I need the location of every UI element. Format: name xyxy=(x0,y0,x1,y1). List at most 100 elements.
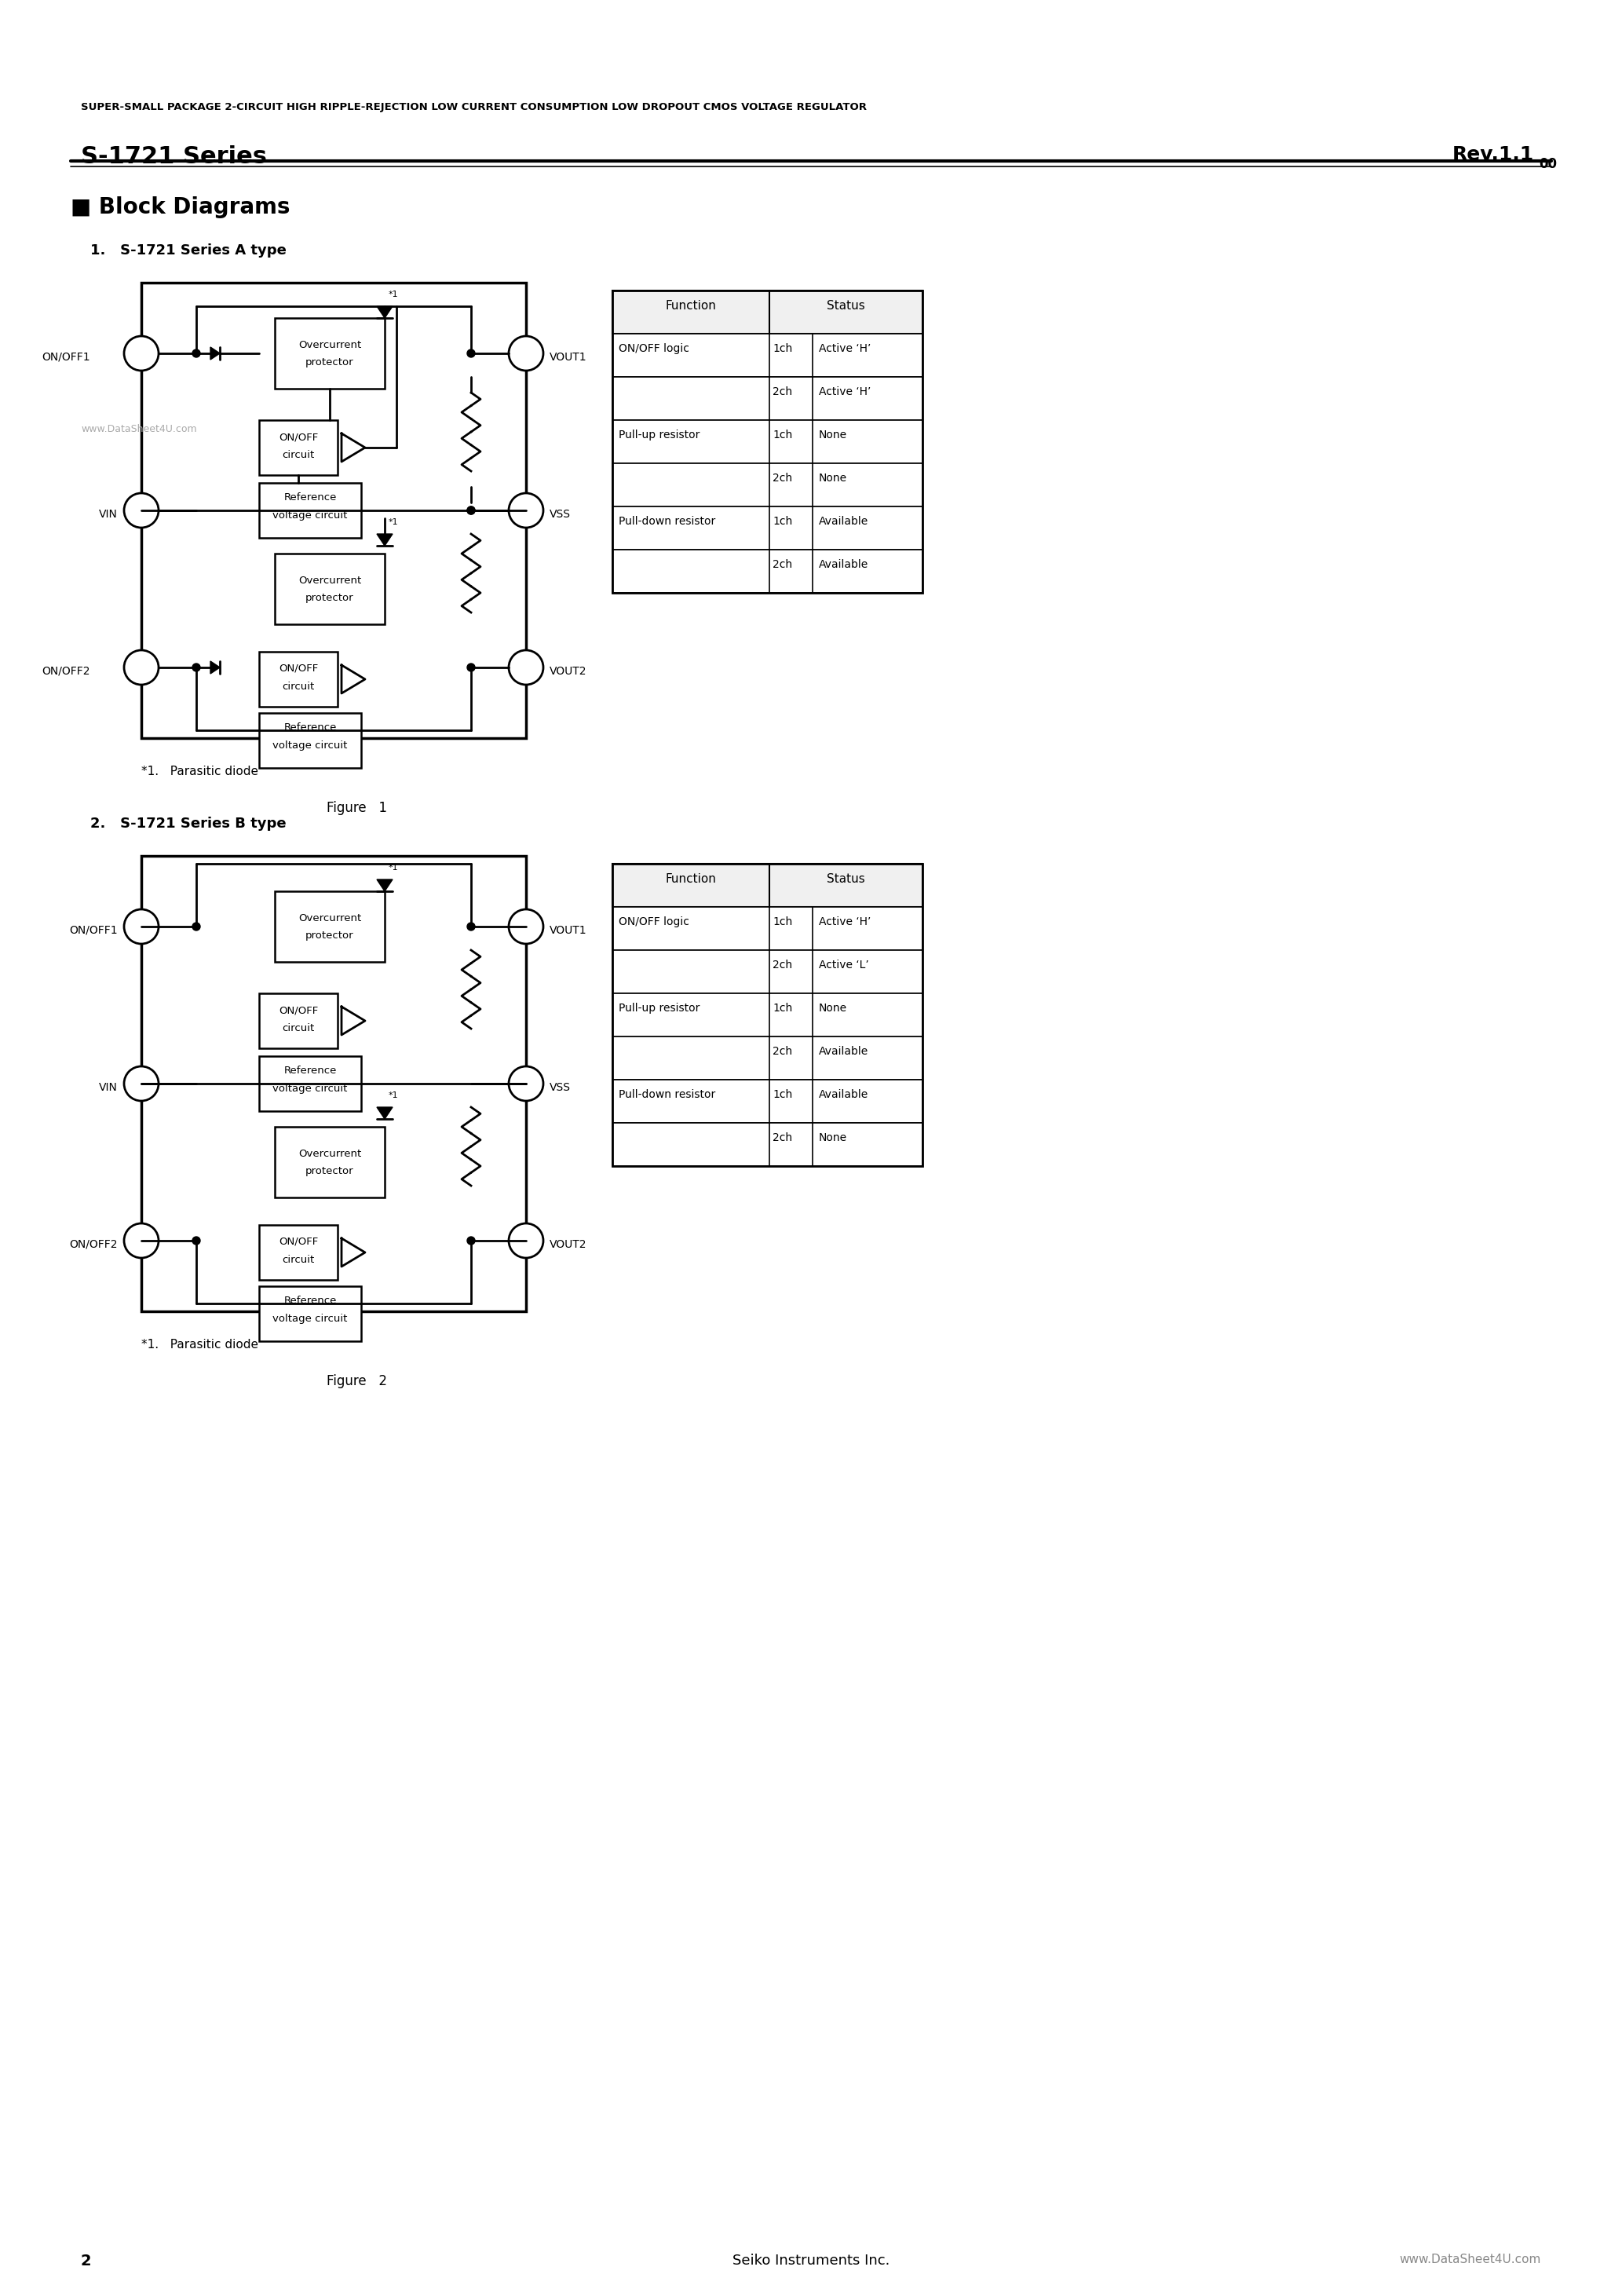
Text: 1ch: 1ch xyxy=(772,1088,793,1100)
Bar xyxy=(274,553,384,625)
Text: VOUT1: VOUT1 xyxy=(550,351,587,363)
Bar xyxy=(613,292,923,333)
Circle shape xyxy=(193,1238,200,1244)
Circle shape xyxy=(467,507,475,514)
Text: 2ch: 2ch xyxy=(772,1047,792,1056)
Text: Pull-up resistor: Pull-up resistor xyxy=(618,1003,699,1015)
Text: protector: protector xyxy=(305,358,354,367)
Text: protector: protector xyxy=(305,592,354,604)
Text: Overcurrent: Overcurrent xyxy=(298,1148,362,1159)
Text: Reference: Reference xyxy=(284,723,336,732)
Text: Seiko Instruments Inc.: Seiko Instruments Inc. xyxy=(733,2255,889,2268)
Polygon shape xyxy=(376,1107,393,1118)
Bar xyxy=(613,863,923,907)
Circle shape xyxy=(467,1238,475,1244)
Text: 1ch: 1ch xyxy=(772,429,793,441)
Text: None: None xyxy=(819,1132,847,1143)
Bar xyxy=(613,292,923,592)
Text: *1: *1 xyxy=(389,519,399,526)
Polygon shape xyxy=(211,661,221,673)
Bar xyxy=(613,549,923,592)
Text: None: None xyxy=(819,429,847,441)
Bar xyxy=(613,863,923,1166)
Text: Status: Status xyxy=(826,301,865,312)
Text: Active ‘L’: Active ‘L’ xyxy=(819,960,869,971)
Text: ■ Block Diagrams: ■ Block Diagrams xyxy=(71,195,290,218)
Text: Available: Available xyxy=(819,560,868,569)
Bar xyxy=(613,507,923,549)
Circle shape xyxy=(193,349,200,358)
Bar xyxy=(613,333,923,377)
Text: VSS: VSS xyxy=(550,1081,571,1093)
Circle shape xyxy=(509,909,543,944)
Text: Overcurrent: Overcurrent xyxy=(298,914,362,923)
Text: ON/OFF logic: ON/OFF logic xyxy=(618,916,689,928)
Circle shape xyxy=(467,923,475,930)
Text: VOUT2: VOUT2 xyxy=(550,666,587,677)
Text: None: None xyxy=(819,473,847,484)
Text: 2ch: 2ch xyxy=(772,1132,792,1143)
Text: Available: Available xyxy=(819,1047,868,1056)
Text: VOUT2: VOUT2 xyxy=(550,1240,587,1249)
Text: Active ‘H’: Active ‘H’ xyxy=(819,386,871,397)
Text: 2.   S-1721 Series B type: 2. S-1721 Series B type xyxy=(91,817,285,831)
Text: 1ch: 1ch xyxy=(772,1003,793,1015)
Text: *1: *1 xyxy=(389,292,399,298)
Bar xyxy=(260,994,337,1049)
Text: ON/OFF2: ON/OFF2 xyxy=(70,1240,118,1249)
Text: Overcurrent: Overcurrent xyxy=(298,576,362,585)
Circle shape xyxy=(123,494,159,528)
Text: circuit: circuit xyxy=(282,450,315,459)
Polygon shape xyxy=(211,347,221,360)
Text: *1: *1 xyxy=(389,1091,399,1100)
Text: circuit: circuit xyxy=(282,1256,315,1265)
Circle shape xyxy=(509,650,543,684)
Text: voltage circuit: voltage circuit xyxy=(272,510,347,521)
Text: ON/OFF: ON/OFF xyxy=(279,432,318,443)
Text: 1.   S-1721 Series A type: 1. S-1721 Series A type xyxy=(91,243,287,257)
Bar xyxy=(260,652,337,707)
Text: 2ch: 2ch xyxy=(772,386,792,397)
Bar xyxy=(613,994,923,1035)
Bar xyxy=(260,420,337,475)
Text: 2ch: 2ch xyxy=(772,560,792,569)
Circle shape xyxy=(467,349,475,358)
Circle shape xyxy=(509,494,543,528)
Text: 1ch: 1ch xyxy=(772,342,793,354)
Text: Available: Available xyxy=(819,517,868,526)
Text: 00: 00 xyxy=(1539,156,1557,172)
Bar xyxy=(613,1035,923,1079)
Text: *1: *1 xyxy=(389,863,399,872)
Text: *1.   Parasitic diode: *1. Parasitic diode xyxy=(141,1339,258,1350)
Text: Overcurrent: Overcurrent xyxy=(298,340,362,351)
Text: Pull-up resistor: Pull-up resistor xyxy=(618,429,699,441)
Text: ON/OFF logic: ON/OFF logic xyxy=(618,342,689,354)
Bar xyxy=(613,1079,923,1123)
Text: protector: protector xyxy=(305,1166,354,1176)
Bar xyxy=(613,951,923,994)
Bar xyxy=(141,856,526,1311)
Circle shape xyxy=(509,1065,543,1100)
Text: *1.   Parasitic diode: *1. Parasitic diode xyxy=(141,765,258,778)
Text: 1ch: 1ch xyxy=(772,916,793,928)
Text: 1ch: 1ch xyxy=(772,517,793,526)
Bar xyxy=(260,1226,337,1279)
Text: 2ch: 2ch xyxy=(772,960,792,971)
Circle shape xyxy=(509,1224,543,1258)
Text: voltage circuit: voltage circuit xyxy=(272,1313,347,1325)
Text: 2ch: 2ch xyxy=(772,473,792,484)
Circle shape xyxy=(123,1065,159,1100)
Text: VIN: VIN xyxy=(99,1081,118,1093)
Text: www.DataSheet4U.com: www.DataSheet4U.com xyxy=(81,425,196,434)
Bar xyxy=(260,1286,362,1341)
Circle shape xyxy=(467,507,475,514)
Text: Reference: Reference xyxy=(284,1295,336,1306)
Circle shape xyxy=(509,335,543,370)
Bar xyxy=(260,482,362,537)
Polygon shape xyxy=(376,305,393,319)
Text: Reference: Reference xyxy=(284,1065,336,1077)
Polygon shape xyxy=(376,879,393,891)
Text: S-1721 Series: S-1721 Series xyxy=(81,145,268,168)
Text: Pull-down resistor: Pull-down resistor xyxy=(618,1088,715,1100)
Text: voltage circuit: voltage circuit xyxy=(272,1084,347,1093)
